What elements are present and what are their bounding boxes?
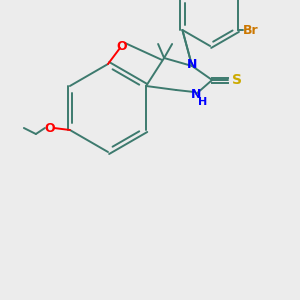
Text: N: N (191, 88, 201, 101)
Text: Br: Br (243, 23, 258, 37)
Text: N: N (187, 58, 197, 71)
Text: O: O (117, 40, 127, 52)
Text: S: S (232, 73, 242, 87)
Text: O: O (45, 122, 55, 134)
Text: H: H (199, 97, 208, 107)
